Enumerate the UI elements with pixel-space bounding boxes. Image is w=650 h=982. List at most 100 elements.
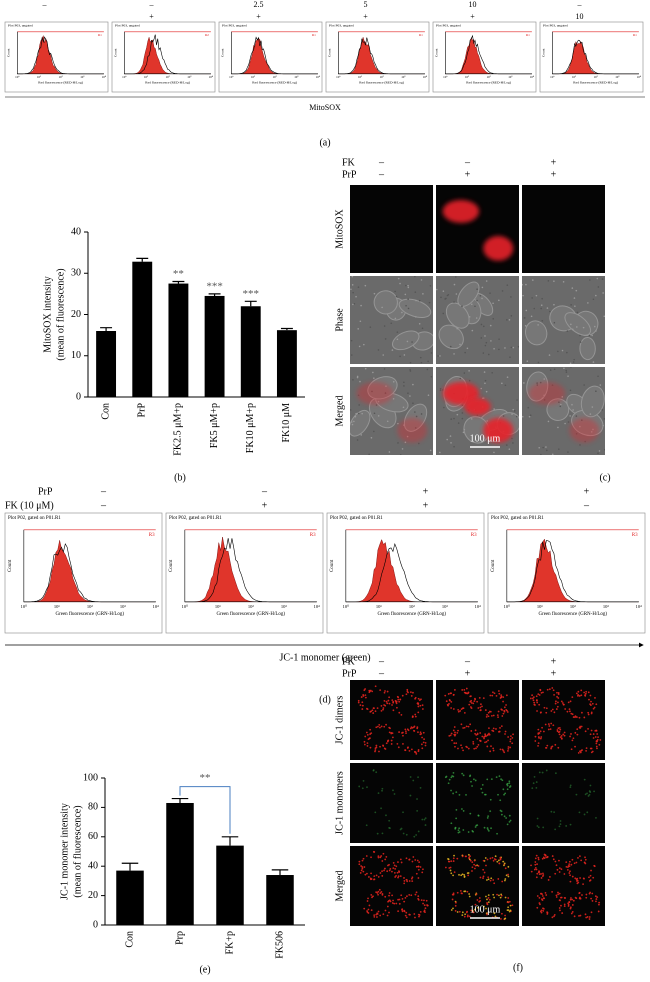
puncta [541,895,544,897]
puncta [557,701,559,704]
puncta [424,744,427,747]
fluorescence [528,381,566,405]
puncta [508,782,511,785]
puncta [388,911,390,914]
granule [455,276,457,278]
puncta [536,701,539,704]
puncta [568,901,571,904]
puncta [571,898,574,901]
puncta [368,737,371,740]
puncta [467,692,470,695]
puncta [360,696,363,698]
puncta [455,791,458,794]
granule [406,340,409,343]
granule [439,451,441,454]
puncta [593,706,596,709]
puncta [374,750,376,753]
puncta [587,691,590,694]
x-tick-label: FK506 [274,931,285,959]
puncta [500,694,503,697]
puncta [415,891,418,894]
row-label: JC-1 dimers [334,696,345,745]
puncta [493,896,496,899]
puncta [409,794,412,797]
granule [603,315,605,318]
puncta [379,726,381,729]
puncta [574,877,577,880]
x-axis-label: Green fluorescence (GRN-H/Log) [55,612,124,617]
puncta [503,706,506,709]
granule [459,343,461,346]
puncta [539,903,541,906]
plot-axes [338,31,425,75]
puncta [559,820,562,822]
condition-label: 5 [364,0,368,9]
puncta [539,689,542,692]
puncta [548,688,551,691]
puncta [383,699,386,702]
puncta [507,865,510,868]
puncta [562,733,565,736]
granule [421,327,424,330]
granule [548,354,551,356]
puncta [581,894,583,896]
puncta [481,705,483,708]
puncta [419,704,422,707]
puncta [571,904,574,906]
gate-label: R3 [632,533,638,538]
puncta [444,776,447,779]
puncta [382,744,384,747]
micrograph-bg [522,185,605,273]
granule [476,299,478,302]
puncta [449,734,452,737]
granule [401,311,403,314]
x-axis-label: Red fluorescence (RED-H/Log) [145,80,191,84]
row-label: JC-1 monomers [334,771,345,835]
puncta [421,818,424,821]
puncta [424,817,427,820]
puncta [391,894,394,897]
puncta [579,727,582,729]
puncta [568,872,571,874]
granule [377,349,380,351]
puncta [581,749,583,751]
puncta [577,857,579,859]
bar [240,306,261,397]
puncta [592,737,595,739]
decade-label: 10⁰ [336,75,341,79]
puncta [388,892,391,894]
puncta [592,707,595,710]
puncta [412,691,414,694]
puncta [426,904,429,907]
x-axis-label: Red fluorescence (RED-H/Log) [466,80,512,84]
granule [361,412,363,415]
puncta [457,708,460,711]
puncta [382,852,385,855]
puncta [469,859,472,862]
granule [418,322,421,325]
puncta [379,689,382,692]
puncta [396,695,399,698]
granule [415,299,417,302]
puncta [468,915,471,918]
puncta [590,700,592,703]
puncta [417,776,419,779]
puncta [499,748,502,751]
puncta [390,731,393,734]
puncta [486,898,488,901]
puncta [538,694,541,696]
granule [542,446,544,449]
puncta [545,856,548,859]
puncta [484,741,486,744]
puncta [584,793,587,796]
condition-label: + [149,12,154,21]
granule [502,415,505,417]
puncta [481,783,484,786]
panel-caption: (f) [513,962,523,973]
puncta [501,715,504,717]
comparison-bracket [179,786,231,834]
puncta [567,902,570,905]
granule [422,293,424,295]
puncta [545,707,548,710]
puncta [585,896,588,899]
